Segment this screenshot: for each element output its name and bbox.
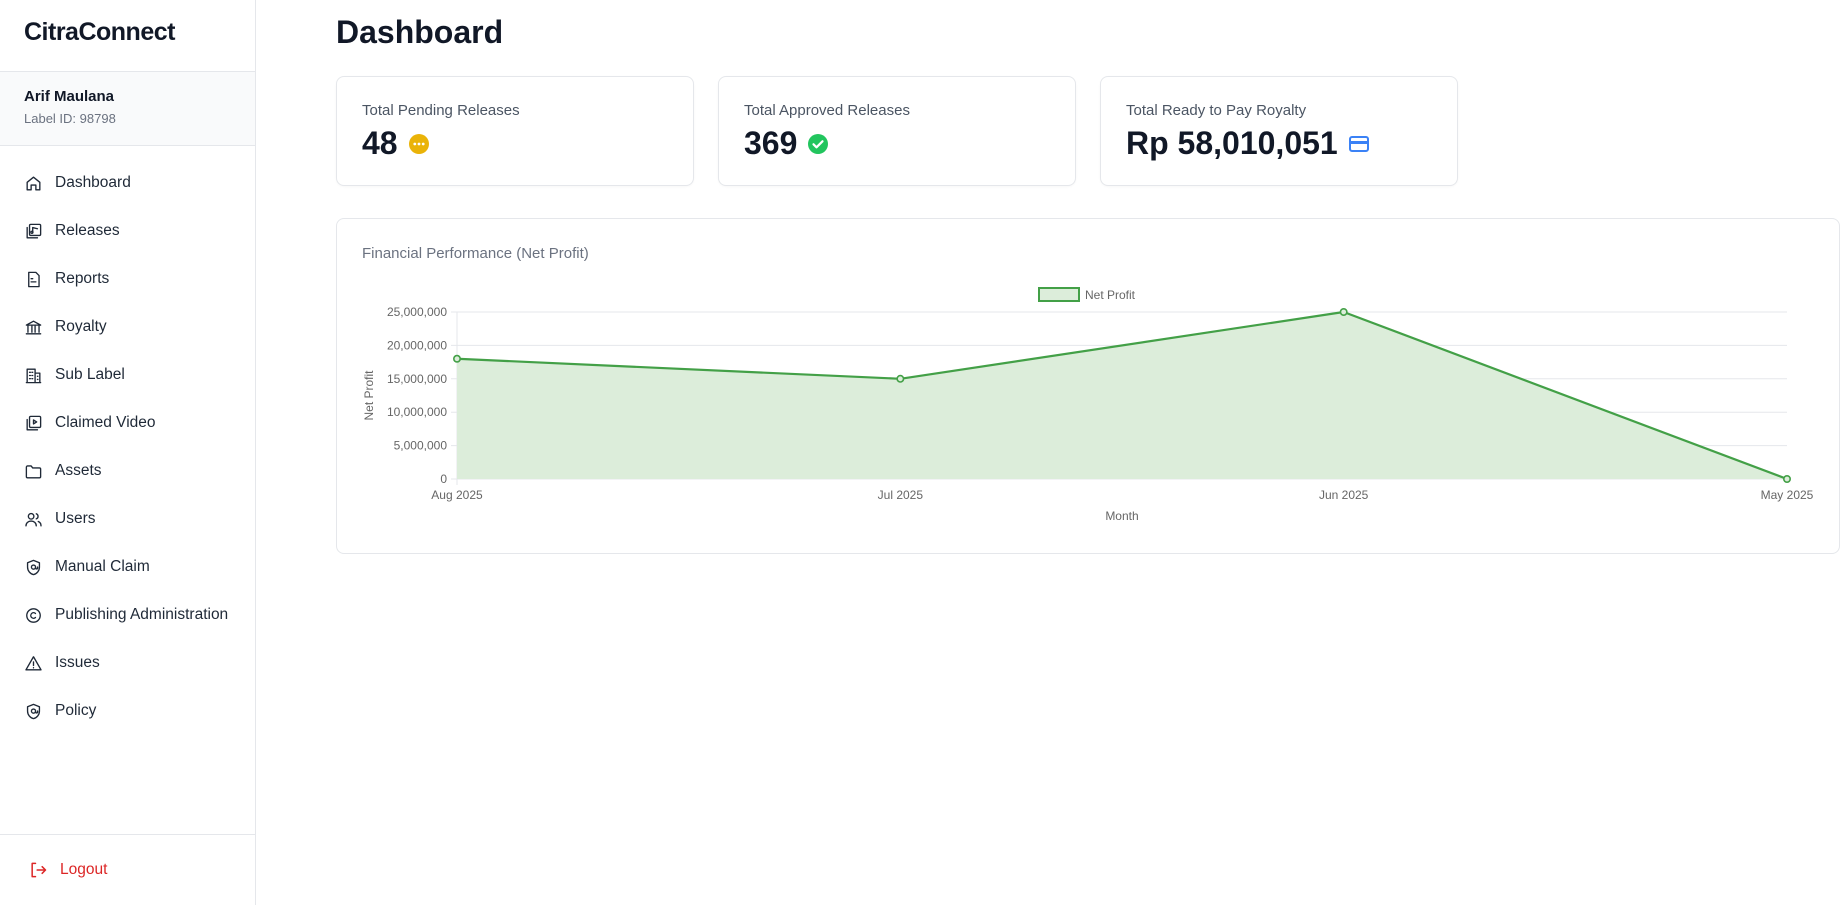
video-icon	[26, 415, 42, 431]
y-axis-title: Net Profit	[362, 370, 376, 421]
brand: CitraConnect	[0, 0, 255, 72]
app-logo-text[interactable]: CitraConnect	[24, 18, 175, 46]
sidebar-item-issues[interactable]: Issues	[0, 639, 255, 687]
legend-swatch	[1038, 287, 1080, 302]
user-name: Arif Maulana	[24, 88, 115, 105]
stat-card-pending: Total Pending Releases 48	[336, 76, 694, 186]
sidebar-item-label: Users	[55, 510, 96, 527]
y-tick-label: 5,000,000	[394, 439, 448, 453]
stat-label: Total Pending Releases	[362, 102, 520, 119]
stat-value: 48	[362, 125, 398, 161]
pending-dots-icon	[408, 133, 430, 155]
sidebar: CitraConnect Arif Maulana Label ID: 9879…	[0, 0, 256, 905]
users-icon	[25, 512, 42, 527]
sidebar-item-dashboard[interactable]: Dashboard	[0, 159, 255, 207]
shield-icon	[26, 703, 41, 719]
shield-icon	[26, 559, 41, 575]
chart-title: Financial Performance (Net Profit)	[362, 245, 589, 262]
y-tick-label: 0	[440, 472, 447, 486]
sidebar-item-label: Issues	[55, 654, 100, 671]
home-icon	[26, 175, 41, 191]
stat-value: Rp 58,010,051	[1126, 125, 1338, 161]
sidebar-item-releases[interactable]: Releases	[0, 207, 255, 255]
logout-label: Logout	[60, 861, 108, 878]
net-profit-area	[457, 312, 1787, 479]
stat-label: Total Ready to Pay Royalty	[1126, 102, 1307, 119]
stat-card-royalty: Total Ready to Pay Royalty Rp 58,010,051	[1100, 76, 1458, 186]
sidebar-item-label: Sub Label	[55, 366, 125, 383]
y-tick-label: 15,000,000	[387, 372, 447, 386]
logout-button[interactable]: Logout	[0, 834, 255, 905]
y-tick-label: 20,000,000	[387, 338, 447, 352]
copyright-icon	[26, 607, 41, 623]
sidebar-item-label: Claimed Video	[55, 414, 156, 431]
building-icon	[25, 367, 42, 383]
folder-icon	[25, 464, 42, 479]
sidebar-item-label: Policy	[55, 702, 97, 719]
releases-icon	[26, 223, 42, 239]
sidebar-item-sub-label[interactable]: Sub Label	[0, 351, 255, 399]
net-profit-chart: 0 5,000,000 10,000,000 15,000,000 20,000,000…	[362, 287, 1814, 523]
x-axis-title: Month	[1105, 509, 1138, 523]
sidebar-item-claimed-video[interactable]: Claimed Video	[0, 399, 255, 447]
sidebar-item-royalty[interactable]: Royalty	[0, 303, 255, 351]
report-icon	[28, 271, 40, 287]
sidebar-item-assets[interactable]: Assets	[0, 447, 255, 495]
sidebar-item-label: Publishing Administration	[55, 606, 229, 623]
stat-value: 369	[744, 125, 798, 161]
data-point	[896, 374, 905, 383]
sidebar-item-label: Manual Claim	[55, 558, 150, 575]
logout-icon	[31, 862, 47, 878]
sidebar-item-label: Dashboard	[55, 174, 131, 191]
net-profit-chart-card: Financial Performance (Net Profit) 0 5,00…	[336, 218, 1840, 554]
sidebar-item-reports[interactable]: Reports	[0, 255, 255, 303]
sidebar-item-policy[interactable]: Policy	[0, 687, 255, 735]
data-point	[1783, 474, 1792, 483]
net-profit-line	[456, 310, 1788, 481]
y-tick-label: 10,000,000	[387, 405, 447, 419]
sidebar-nav: Dashboard Releases Reports Royalty Sub L…	[0, 146, 255, 735]
x-tick-label: Jul 2025	[878, 488, 924, 502]
data-point	[1339, 308, 1348, 317]
page-title: Dashboard	[336, 14, 504, 50]
x-tick-label: Jun 2025	[1319, 488, 1369, 502]
user-profile: Arif Maulana Label ID: 98798	[0, 72, 255, 146]
legend-label: Net Profit	[1085, 288, 1136, 302]
sidebar-item-publishing-administration[interactable]: Publishing Administration	[0, 591, 255, 639]
credit-card-icon	[1348, 133, 1370, 155]
warning-icon	[25, 655, 42, 671]
y-tick-label: 25,000,000	[387, 305, 447, 319]
sidebar-item-label: Reports	[55, 270, 110, 287]
check-circle-icon	[807, 133, 829, 155]
x-tick-label: Aug 2025	[431, 488, 483, 502]
sidebar-item-manual-claim[interactable]: Manual Claim	[0, 543, 255, 591]
stat-label: Total Approved Releases	[744, 102, 910, 119]
sidebar-item-label: Releases	[55, 222, 120, 239]
sidebar-item-label: Royalty	[55, 318, 107, 335]
sidebar-item-users[interactable]: Users	[0, 495, 255, 543]
bank-icon	[25, 319, 42, 335]
data-point	[453, 354, 462, 363]
user-label-id: Label ID: 98798	[24, 111, 116, 126]
sidebar-item-label: Assets	[55, 462, 102, 479]
x-tick-label: May 2025	[1761, 488, 1814, 502]
stat-card-approved: Total Approved Releases 369	[718, 76, 1076, 186]
